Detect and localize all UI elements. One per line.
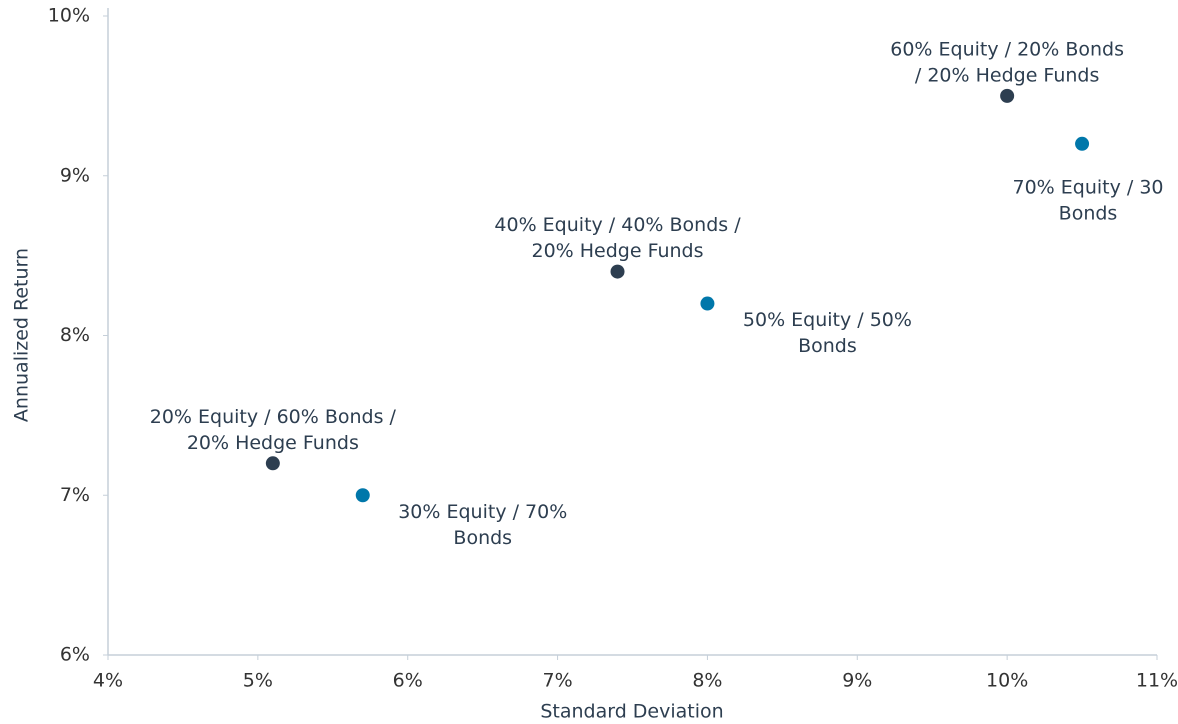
point-label: 50% Equity / 50% <box>743 309 912 331</box>
point-label: 20% Hedge Funds <box>531 240 703 262</box>
x-tick-label: 8% <box>692 670 722 692</box>
point-label: 70% Equity / 30 <box>1012 176 1163 198</box>
point-label: Bonds <box>1059 202 1118 224</box>
x-tick-label: 9% <box>842 670 872 692</box>
point <box>355 488 370 503</box>
point <box>610 264 625 279</box>
point-label: / 20% Hedge Funds <box>915 64 1099 86</box>
y-axis-title: Annualized Return <box>11 248 33 422</box>
point-label: 20% Hedge Funds <box>187 432 359 454</box>
x-tick-label: 7% <box>542 670 572 692</box>
y-tick-label: 10% <box>48 5 90 27</box>
x-axis-title: Standard Deviation <box>540 701 723 723</box>
point <box>700 296 715 311</box>
point-label: 20% Equity / 60% Bonds / <box>150 406 397 428</box>
point-label: Bonds <box>798 335 857 357</box>
y-tick-label: 8% <box>60 324 90 346</box>
y-tick-label: 6% <box>60 644 90 666</box>
x-tick-label: 6% <box>393 670 423 692</box>
point <box>265 456 280 471</box>
x-tick-label: 4% <box>93 670 123 692</box>
point-label: 30% Equity / 70% <box>398 501 567 523</box>
point-label: 40% Equity / 40% Bonds / <box>494 214 741 236</box>
point <box>1075 136 1090 151</box>
y-tick-label: 7% <box>60 484 90 506</box>
x-tick-label: 5% <box>243 670 273 692</box>
point-label: Bonds <box>453 527 512 549</box>
x-tick-label: 11% <box>1136 670 1178 692</box>
y-tick-label: 9% <box>60 164 90 186</box>
point-label: 60% Equity / 20% Bonds <box>890 38 1124 60</box>
point <box>1000 88 1015 103</box>
x-tick-label: 10% <box>986 670 1028 692</box>
